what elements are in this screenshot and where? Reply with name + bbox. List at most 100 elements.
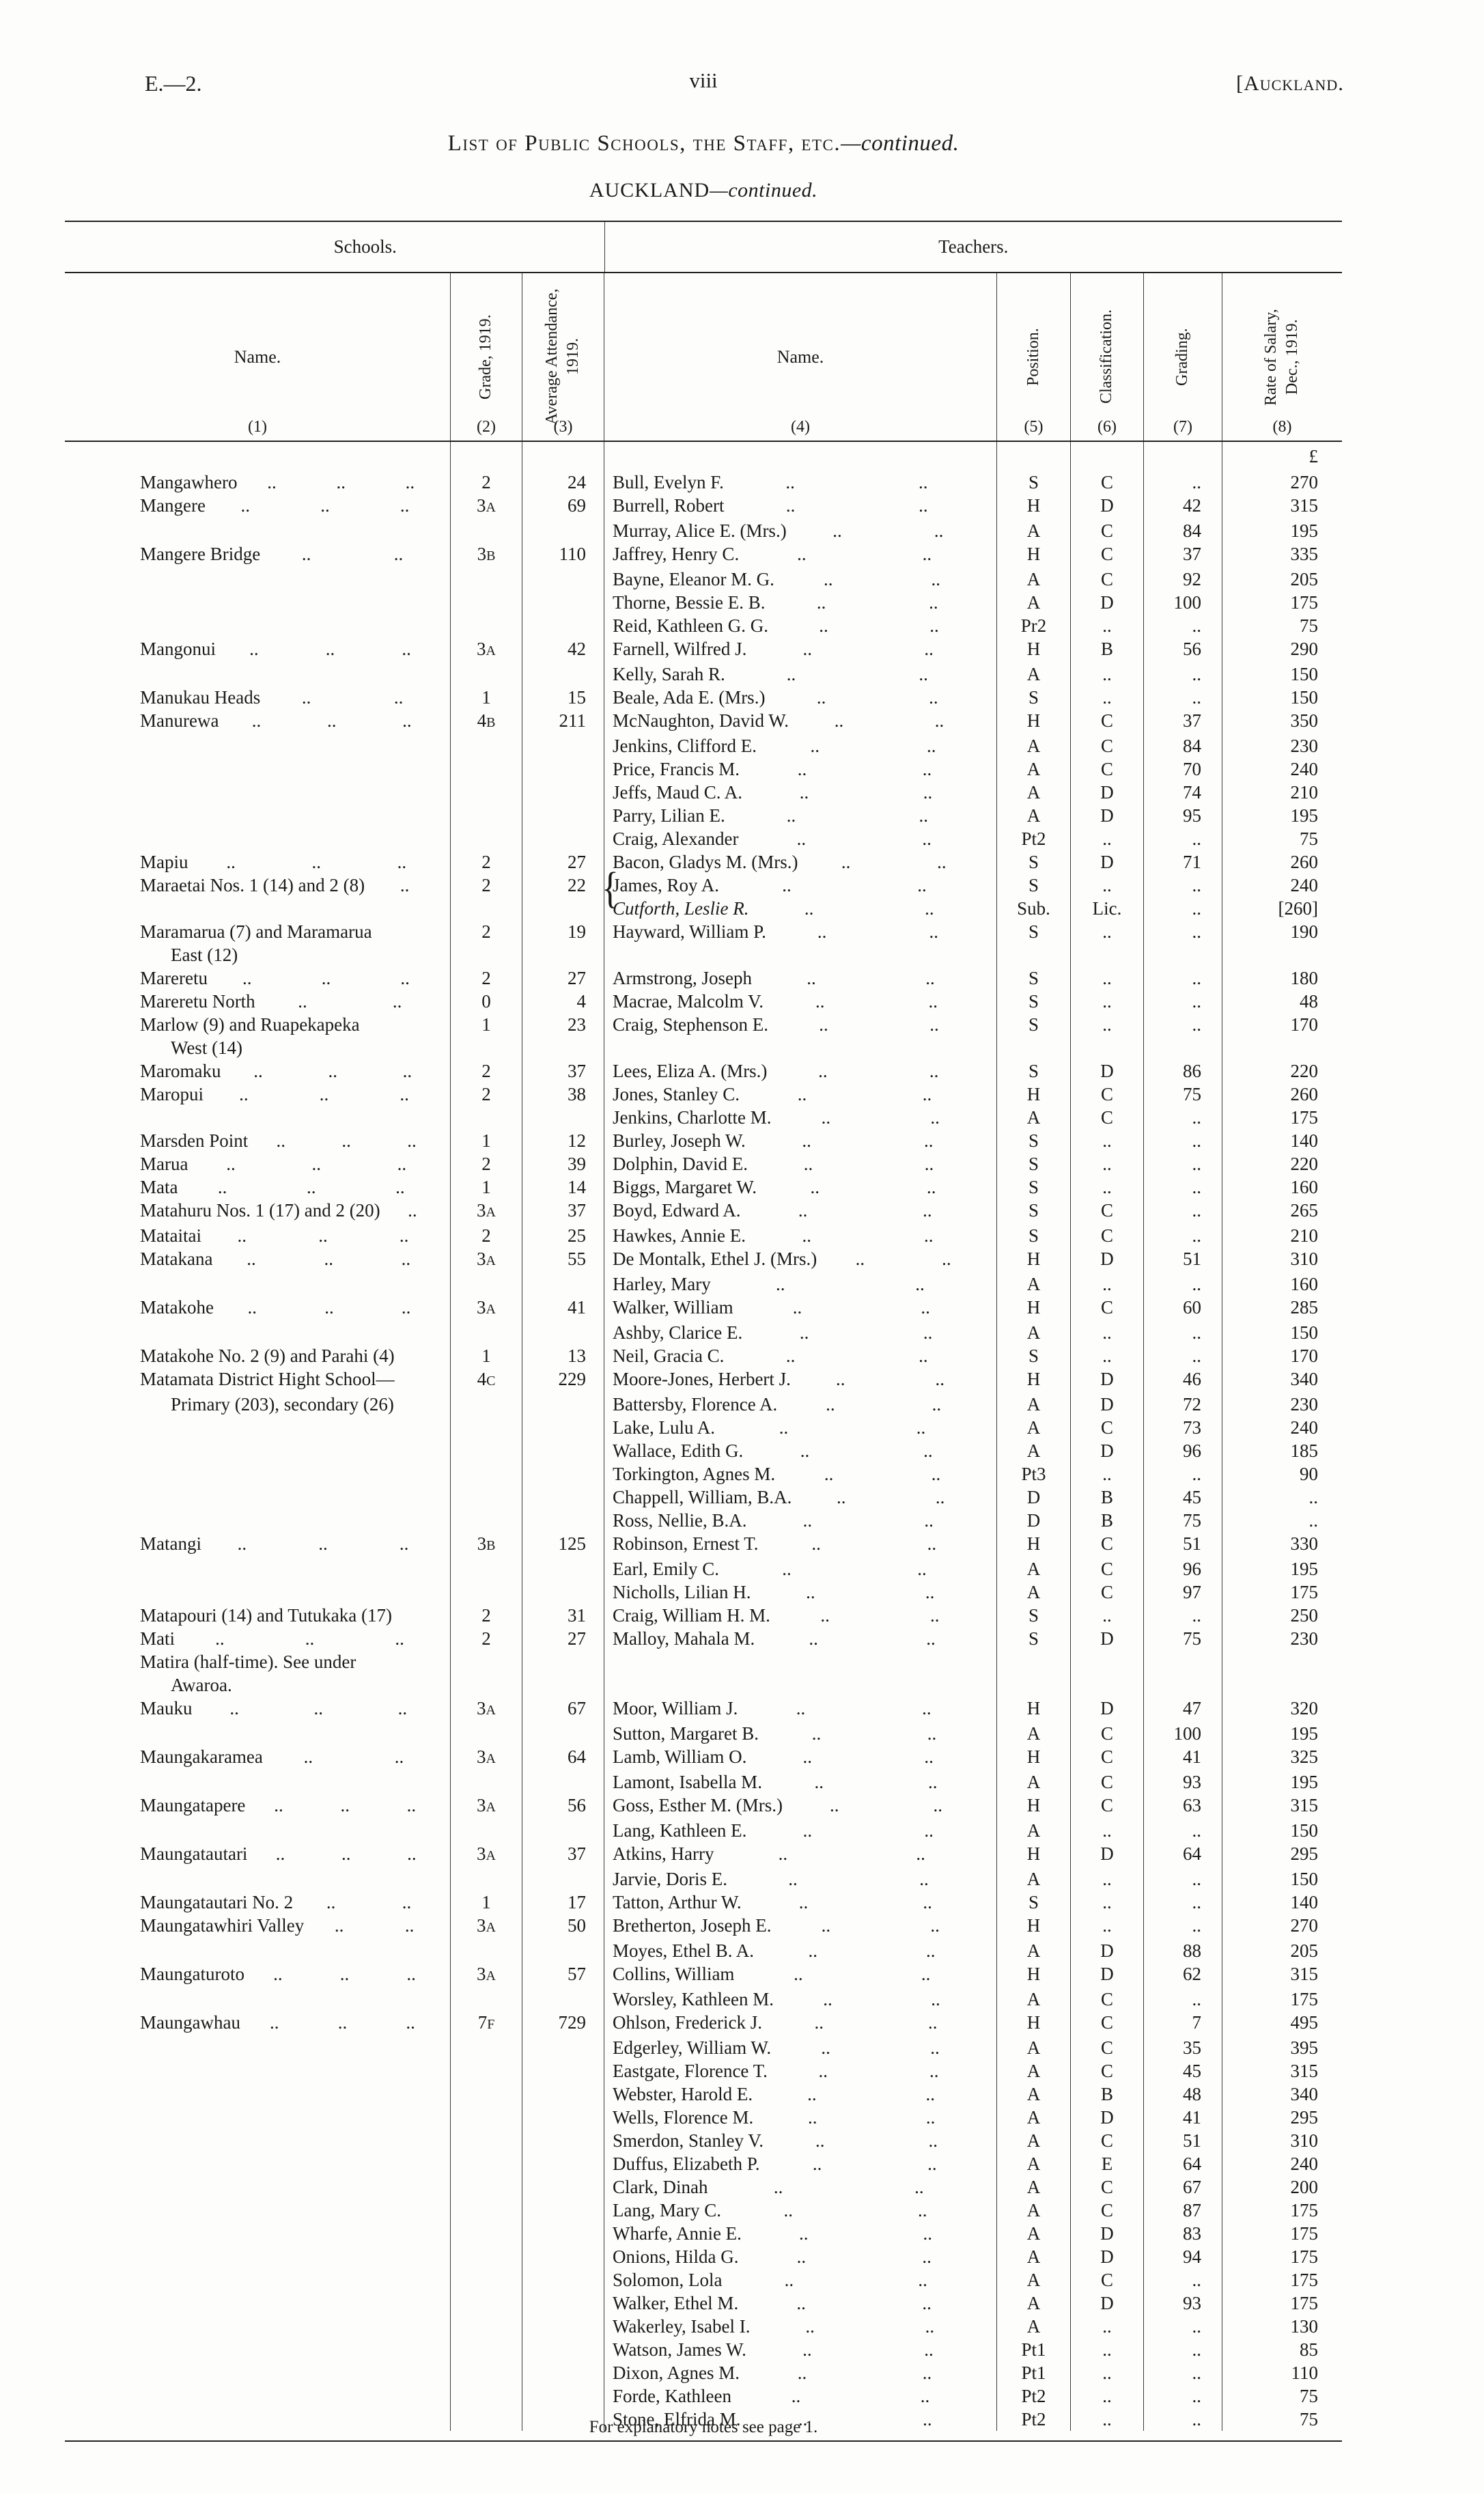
leader-dots: .. [916, 1417, 926, 1438]
position-cell: H [997, 637, 1071, 663]
teacher-cell: Dixon, Agnes M..... [604, 2361, 997, 2384]
table-row: Mangere Bridge.... 3B 110 Jaffrey, Henry C.… [65, 542, 1342, 568]
leader-dots: .. [922, 544, 932, 564]
leader-dots: .. [791, 2386, 801, 2406]
table-row: Matapouri (14) and Tutukaka (17) 2 31 Craig… [65, 1604, 1342, 1627]
grade-cell [451, 2175, 522, 2199]
grade-cell [451, 442, 522, 471]
attendance-cell [522, 943, 604, 966]
position-cell: S [997, 1224, 1071, 1247]
leader-dots: .. [921, 1297, 930, 1318]
teacher-name: Stone, Elfrida M. [613, 2409, 741, 2429]
grading-cell [1144, 1650, 1222, 1673]
school-cell [65, 1722, 451, 1745]
position-cell: S [997, 1604, 1071, 1627]
leader-dots: .. [798, 1892, 809, 1912]
attendance-cell [522, 1650, 604, 1673]
teacher-cell: Farnell, Wilfred J..... [604, 637, 997, 663]
attendance-cell [522, 614, 604, 637]
position-cell: A [997, 1106, 1071, 1129]
school-cell [65, 2384, 451, 2408]
salary-cell: 290 [1290, 639, 1319, 659]
teacher-name: Biggs, Margaret W. [613, 1177, 757, 1197]
leader-dots: .. [341, 1843, 351, 1864]
grade-cell: 3A [451, 494, 522, 519]
table-row: Mangawhero...... 2 24 Bull, Evelyn F..... S C… [65, 471, 1342, 494]
teacher-cell: Hayward, William P..... [604, 920, 997, 943]
teacher-name: Solomon, Lola [613, 2270, 723, 2290]
position-cell: A [997, 1321, 1071, 1344]
leader-dots: .. [275, 1843, 285, 1864]
school-cell: Mangere Bridge.... [65, 542, 451, 568]
salary-cell: 150 [1290, 1820, 1319, 1841]
leader-dots: .. [802, 639, 813, 659]
teacher-cell: Earl, Emily C..... [604, 1557, 997, 1580]
salary-cell: 110 [1291, 2363, 1319, 2383]
position-cell: H [997, 1745, 1071, 1770]
school-cell: Mati...... [65, 1627, 451, 1650]
leader-dots: .. [392, 991, 402, 1012]
salary-cell: 270 [1290, 1915, 1319, 1936]
position-cell: A [997, 591, 1071, 614]
grade-cell [451, 2315, 522, 2338]
table-row: Maungatapere...... 3A 56 Goss, Esther M. (M… [65, 1794, 1342, 1819]
school-name: Maromaku [140, 1061, 221, 1081]
teacher-name: Price, Francis M. [613, 759, 740, 779]
table-row: Murray, Alice E. (Mrs.).... A C 84 195 [65, 519, 1342, 542]
leader-dots: .. [776, 1274, 785, 1294]
table-row: Jenkins, Clifford E..... A C 84 230 [65, 734, 1342, 757]
attendance-cell: 729 [522, 2011, 604, 2036]
grading-cell: 96 [1144, 1439, 1222, 1462]
classification-cell: C [1071, 2129, 1144, 2152]
grade-cell [451, 781, 522, 804]
school-cell [65, 1509, 451, 1532]
teacher-cell: {James, Roy A..... [602, 866, 997, 910]
grading-cell: .. [1144, 2268, 1222, 2292]
classification-cell: D [1071, 1367, 1144, 1393]
salary-cell: 265 [1290, 1200, 1319, 1221]
grade-cell: 1 [451, 1344, 522, 1367]
school-cell: Mangere...... [65, 494, 451, 519]
salary-cell: 160 [1290, 1177, 1319, 1197]
leader-dots: .. [820, 1605, 830, 1626]
table-row: Mareretu...... 2 27 Armstrong, Joseph.... S.… [65, 966, 1342, 990]
leader-dots: .. [811, 1723, 822, 1744]
attendance-cell: 4 [522, 990, 604, 1013]
school-name: Matahuru Nos. 1 (17) and 2 (20) [140, 1200, 380, 1221]
school-cell [65, 1770, 451, 1794]
grading-cell: 35 [1144, 2036, 1222, 2059]
grade-cell: 2 [451, 850, 522, 874]
teacher-name: Edgerley, William W. [613, 2037, 772, 2058]
leader-dots: .. [792, 1297, 802, 1318]
grading-cell: 74 [1144, 781, 1222, 804]
salary-cell: 140 [1290, 1892, 1319, 1912]
school-name: Matangi [140, 1533, 201, 1554]
leader-dots: .. [313, 1698, 324, 1718]
leader-dots: .. [855, 1249, 865, 1269]
leader-dots: .. [402, 1061, 412, 1081]
grade-cell [451, 1462, 522, 1486]
table-row: Edgerley, William W..... A C 35 395 [65, 2036, 1342, 2059]
position-cell: A [997, 734, 1071, 757]
leader-dots: .. [298, 991, 307, 1012]
school-cell: Maromaku...... [65, 1059, 451, 1083]
teacher-cell: Smerdon, Stanley V..... [604, 2129, 997, 2152]
school-name: Mangonui [140, 639, 216, 659]
grading-cell: 70 [1144, 757, 1222, 781]
currency-symbol: £ [1308, 446, 1319, 466]
leader-dots: .. [926, 1940, 936, 1961]
classification-cell: D [1071, 804, 1144, 827]
teacher-name: Beale, Ada E. (Mrs.) [613, 687, 766, 708]
grade-cell: 0 [451, 990, 522, 1013]
leader-dots: .. [819, 615, 828, 636]
salary-cell: 230 [1290, 1394, 1319, 1415]
grading-cell: 47 [1144, 1697, 1222, 1722]
leader-dots: .. [919, 805, 928, 826]
attendance-cell: 17 [522, 1891, 604, 1914]
grade-cell [451, 2384, 522, 2408]
teacher-name: Burrell, Robert [613, 495, 725, 516]
school-name: West (14) [171, 1037, 243, 1058]
classification-cell: B [1071, 637, 1144, 663]
column-label: Rate of Salary, Dec., 1919. [1262, 308, 1302, 406]
school-cell: Maraetai Nos. 1 (14) and 2 (8).. [65, 874, 451, 897]
